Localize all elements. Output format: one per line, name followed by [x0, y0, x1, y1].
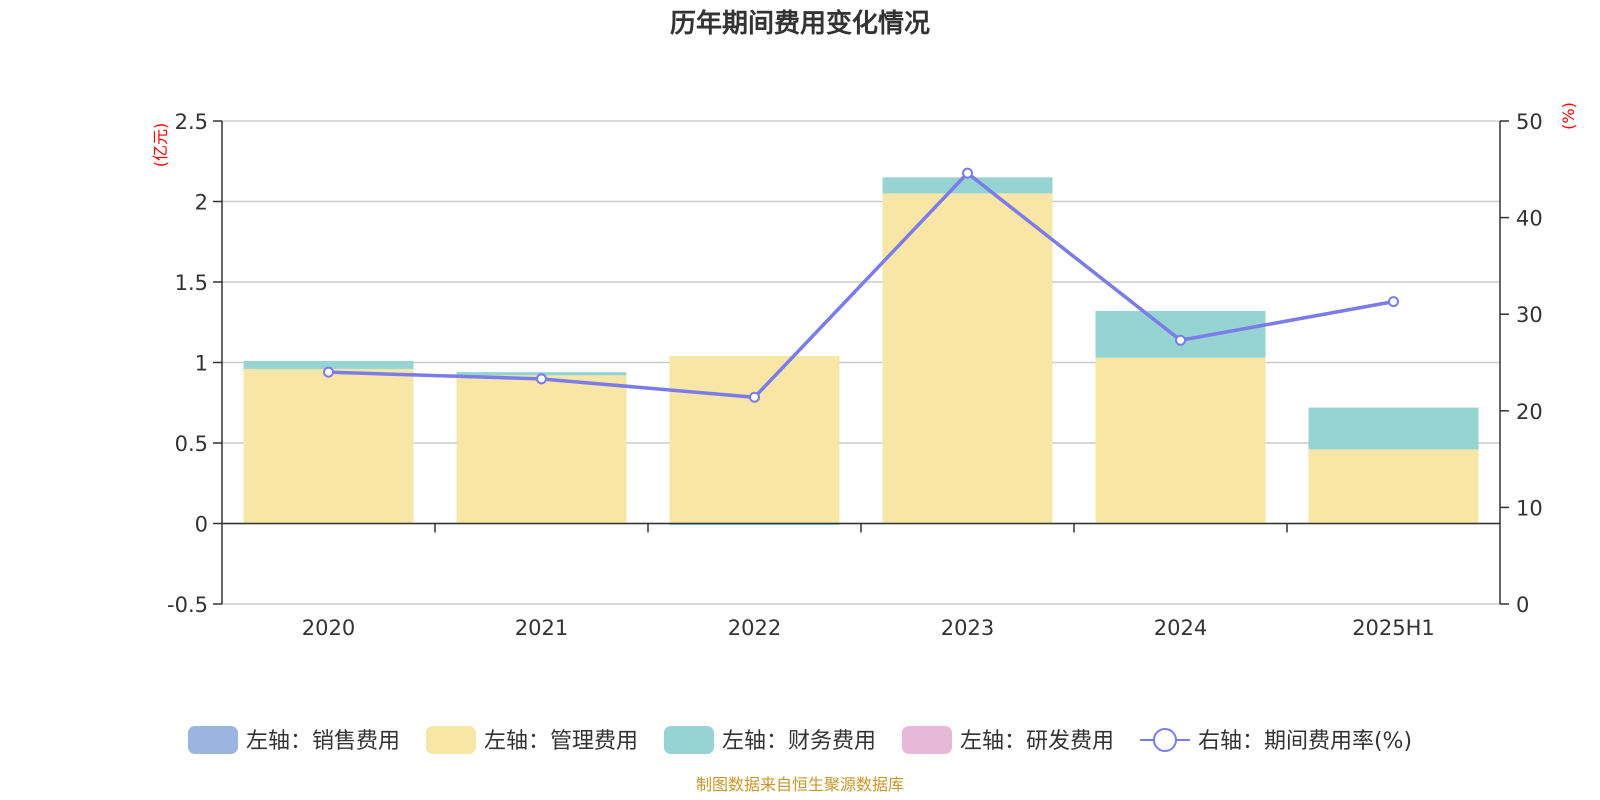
- bar: [669, 356, 840, 524]
- legend-label: 左轴：管理费用: [484, 729, 638, 754]
- rate-point: [1388, 296, 1399, 308]
- legend-label: 右轴：期间费用率(%): [1198, 729, 1412, 754]
- chart-title: 历年期间费用变化情况: [670, 8, 930, 39]
- legend-label: 左轴：研发费用: [960, 729, 1114, 754]
- right-axis-tick-label: 50: [1516, 110, 1543, 134]
- bar: [243, 368, 414, 524]
- bar: [1095, 310, 1266, 358]
- left-axis-tick-label: 1.5: [175, 271, 208, 295]
- right-axis-tick-label: 0: [1516, 593, 1529, 617]
- bar: [882, 193, 1053, 524]
- bar: [1308, 407, 1479, 450]
- rate-point: [323, 366, 334, 378]
- left-axis-tick-label: 0: [195, 513, 208, 537]
- rate-line: [323, 167, 1399, 403]
- rate-point: [962, 167, 973, 179]
- left-axis-tick-label: -0.5: [167, 593, 208, 617]
- right-axis-tick-label: 40: [1516, 207, 1543, 231]
- legend: 左轴：销售费用 左轴：管理费用 左轴：财务费用 左轴：研发费用 右轴：期间费用率(%): [187, 726, 1412, 754]
- bar: [243, 360, 414, 369]
- axes: 2.5 2 1.5 1 0.5 0 -0.5 50 40 30 20 10 0 2020 2021 2022 2…: [167, 110, 1543, 640]
- data-source-note: 制图数据来自恒生聚源数据库: [696, 775, 904, 794]
- x-axis-tick-label: 2025H1: [1352, 616, 1435, 640]
- bar: [1095, 357, 1266, 524]
- x-axis-tick-label: 2024: [1154, 616, 1207, 640]
- legend-swatch: [901, 726, 952, 754]
- x-axis-tick-label: 2020: [302, 616, 355, 640]
- legend-swatch: [187, 726, 238, 754]
- right-axis-tick-label: 20: [1516, 400, 1543, 424]
- left-axis-tick-label: 1: [195, 352, 208, 376]
- legend-marker-icon: [1152, 728, 1177, 752]
- rate-point: [536, 373, 547, 385]
- legend-swatch: [425, 726, 476, 754]
- right-axis-tick-label: 10: [1516, 496, 1543, 520]
- bars: [243, 177, 1479, 526]
- x-axis-tick-label: 2023: [941, 616, 994, 640]
- right-axis-unit: (%): [1559, 102, 1578, 130]
- rate-point: [749, 391, 760, 403]
- left-axis-unit: (亿元): [151, 123, 170, 168]
- bar: [456, 375, 627, 524]
- bar: [669, 523, 840, 526]
- legend-label: 左轴：财务费用: [722, 729, 876, 754]
- rate-line-path: [328, 170, 1394, 400]
- x-axis-tick-label: 2021: [515, 616, 568, 640]
- right-axis-tick-label: 30: [1516, 303, 1543, 327]
- legend-label: 左轴：销售费用: [246, 729, 400, 754]
- left-axis-tick-label: 0.5: [175, 432, 208, 456]
- left-axis-tick-label: 2.5: [175, 110, 208, 134]
- bar: [882, 177, 1053, 194]
- x-axis-tick-label: 2022: [728, 616, 781, 640]
- legend-swatch: [663, 726, 714, 754]
- left-axis-tick-label: 2: [195, 191, 208, 215]
- bar: [1308, 449, 1479, 524]
- rate-point: [1175, 334, 1186, 346]
